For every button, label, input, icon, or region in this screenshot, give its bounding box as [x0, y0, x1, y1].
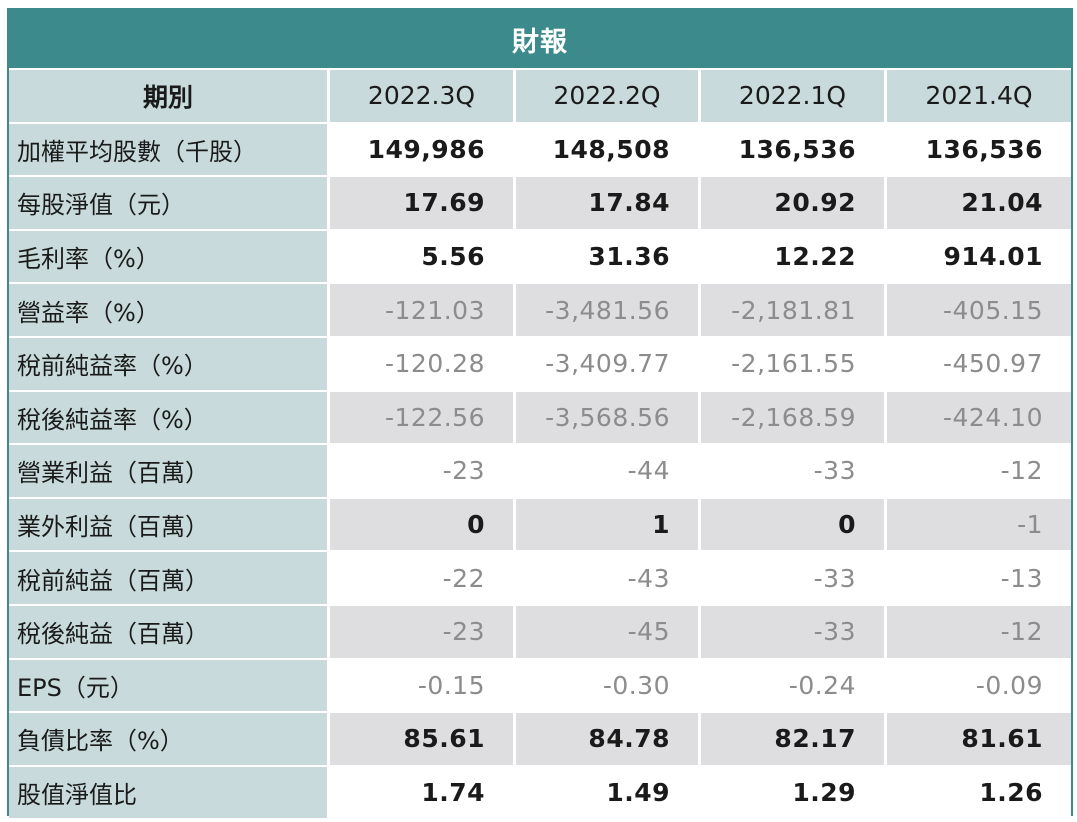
table-cell: 136,536: [698, 123, 884, 176]
header-period: 2022.1Q: [698, 70, 884, 122]
table-cell: -1: [884, 498, 1071, 551]
table-cell: -12: [884, 605, 1071, 658]
table-cell: -3,409.77: [513, 337, 698, 390]
table-cell: 1.29: [698, 766, 884, 819]
table-cell: 12.22: [698, 230, 884, 283]
row-label: EPS（元）: [9, 659, 327, 712]
table-cell: 1: [513, 498, 698, 551]
table-cell: -44: [513, 445, 698, 497]
row-label: 營業利益（百萬）: [9, 445, 327, 497]
table-cell: 914.01: [884, 230, 1071, 283]
table-cell: 17.69: [327, 177, 513, 229]
row-label: 稅前純益（百萬）: [9, 552, 327, 604]
table-cell: -33: [698, 445, 884, 497]
table-cell: -43: [513, 552, 698, 604]
table-cell: -23: [327, 605, 513, 658]
row-label: 毛利率（%）: [9, 230, 327, 283]
table-cell: -121.03: [327, 284, 513, 336]
row-label: 每股淨值（元）: [9, 177, 327, 229]
table-cell: 84.78: [513, 713, 698, 765]
row-label: 業外利益（百萬）: [9, 498, 327, 551]
row-label: 負債比率（%）: [9, 713, 327, 765]
table-cell: 148,508: [513, 123, 698, 176]
row-label: 股值淨值比: [9, 766, 327, 819]
table-cell: -3,481.56: [513, 284, 698, 336]
table-cell: -33: [698, 605, 884, 658]
table-cell: 82.17: [698, 713, 884, 765]
table-cell: 136,536: [884, 123, 1071, 176]
table-cell: -405.15: [884, 284, 1071, 336]
table-cell: 5.56: [327, 230, 513, 283]
table-cell: 1.74: [327, 766, 513, 819]
row-label: 營益率（%）: [9, 284, 327, 336]
table-cell: -22: [327, 552, 513, 604]
table-cell: 17.84: [513, 177, 698, 229]
table-cell: 31.36: [513, 230, 698, 283]
table-cell: 1.26: [884, 766, 1071, 819]
table-cell: -122.56: [327, 391, 513, 444]
table-cell: -0.30: [513, 659, 698, 712]
header-period: 2022.2Q: [513, 70, 698, 122]
table-cell: 0: [698, 498, 884, 551]
table-cell: -2,181.81: [698, 284, 884, 336]
table-cell: -2,168.59: [698, 391, 884, 444]
row-label: 稅前純益率（%）: [9, 337, 327, 390]
table-cell: -0.09: [884, 659, 1071, 712]
row-label: 加權平均股數（千股）: [9, 123, 327, 176]
table-cell: -45: [513, 605, 698, 658]
table-cell: -450.97: [884, 337, 1071, 390]
table-cell: -120.28: [327, 337, 513, 390]
header-period: 2022.3Q: [327, 70, 513, 122]
row-label: 稅後純益（百萬）: [9, 605, 327, 658]
financial-report-table: 財報 期別 2022.3Q 2022.2Q 2022.1Q 2021.4Q 加權…: [7, 8, 1073, 819]
table-cell: -33: [698, 552, 884, 604]
row-label: 稅後純益率（%）: [9, 391, 327, 444]
table-cell: -3,568.56: [513, 391, 698, 444]
table-cell: 20.92: [698, 177, 884, 229]
table-cell: 81.61: [884, 713, 1071, 765]
table-cell: -424.10: [884, 391, 1071, 444]
table-cell: 0: [327, 498, 513, 551]
table-cell: -2,161.55: [698, 337, 884, 390]
table-cell: 21.04: [884, 177, 1071, 229]
table-cell: 85.61: [327, 713, 513, 765]
table-cell: -12: [884, 445, 1071, 497]
table-cell: -13: [884, 552, 1071, 604]
header-period-label: 期別: [9, 70, 327, 122]
table-cell: -0.24: [698, 659, 884, 712]
table-cell: -0.15: [327, 659, 513, 712]
table-title: 財報: [9, 10, 1071, 68]
table-cell: 149,986: [327, 123, 513, 176]
header-period: 2021.4Q: [884, 70, 1071, 122]
table-cell: 1.49: [513, 766, 698, 819]
table-grid: 期別 2022.3Q 2022.2Q 2022.1Q 2021.4Q 加權平均股…: [9, 70, 1071, 819]
table-cell: -23: [327, 445, 513, 497]
